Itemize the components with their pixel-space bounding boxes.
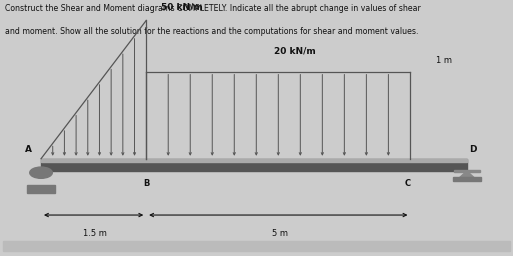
Text: 20 kN/m: 20 kN/m	[274, 46, 316, 55]
Circle shape	[30, 167, 52, 178]
Polygon shape	[456, 171, 478, 181]
Text: C: C	[405, 179, 411, 188]
Bar	[41, 159, 467, 162]
Bar	[27, 185, 55, 193]
Bar	[41, 159, 467, 171]
Bar	[452, 177, 481, 181]
Text: 1.5 m: 1.5 m	[83, 229, 107, 238]
Text: D: D	[469, 145, 477, 154]
Bar	[3, 241, 510, 251]
Text: 50 kN/m: 50 kN/m	[161, 3, 203, 12]
Text: B: B	[143, 179, 149, 188]
Text: Construct the Shear and Moment diagrams COMPLETELY. Indicate all the abrupt chan: Construct the Shear and Moment diagrams …	[5, 4, 421, 13]
Text: and moment. Show all the solution for the reactions and the computations for she: and moment. Show all the solution for th…	[5, 27, 419, 36]
Text: 1 m: 1 m	[436, 56, 452, 65]
Text: A: A	[25, 145, 32, 154]
Bar	[454, 170, 480, 172]
Text: 5 m: 5 m	[271, 229, 288, 238]
